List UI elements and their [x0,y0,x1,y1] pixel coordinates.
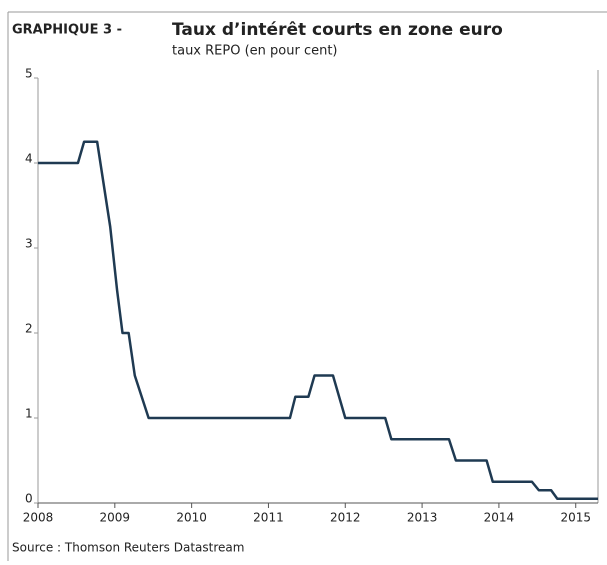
x-tick-label: 2011 [253,511,284,525]
chart-title: Taux d’intérêt courts en zone euro [172,20,503,40]
y-tick-label: 3 [25,237,33,251]
line [38,140,598,500]
x-tick-label: 2013 [407,511,438,525]
y-tick-label: 2 [25,322,33,336]
x-tick-label: 2008 [23,511,54,525]
y-tick-label: 5 [25,67,33,81]
y-tick-label: 0 [25,492,33,506]
chart-subtitle: taux REPO (en pour cent) [172,44,338,59]
x-tick-label: 2015 [560,511,591,525]
source: Source : Thomson Reuters Datastream [12,541,244,555]
y-tick-label: 1 [25,407,33,421]
x-tick-label: 2009 [100,511,131,525]
chart-label: GRAPHIQUE 3 - [12,23,122,38]
x-tick-label: 2010 [176,511,207,525]
x-tick-label: 2014 [484,511,515,525]
x-tick-label: 2012 [330,511,361,525]
y-tick-label: 4 [25,152,33,166]
